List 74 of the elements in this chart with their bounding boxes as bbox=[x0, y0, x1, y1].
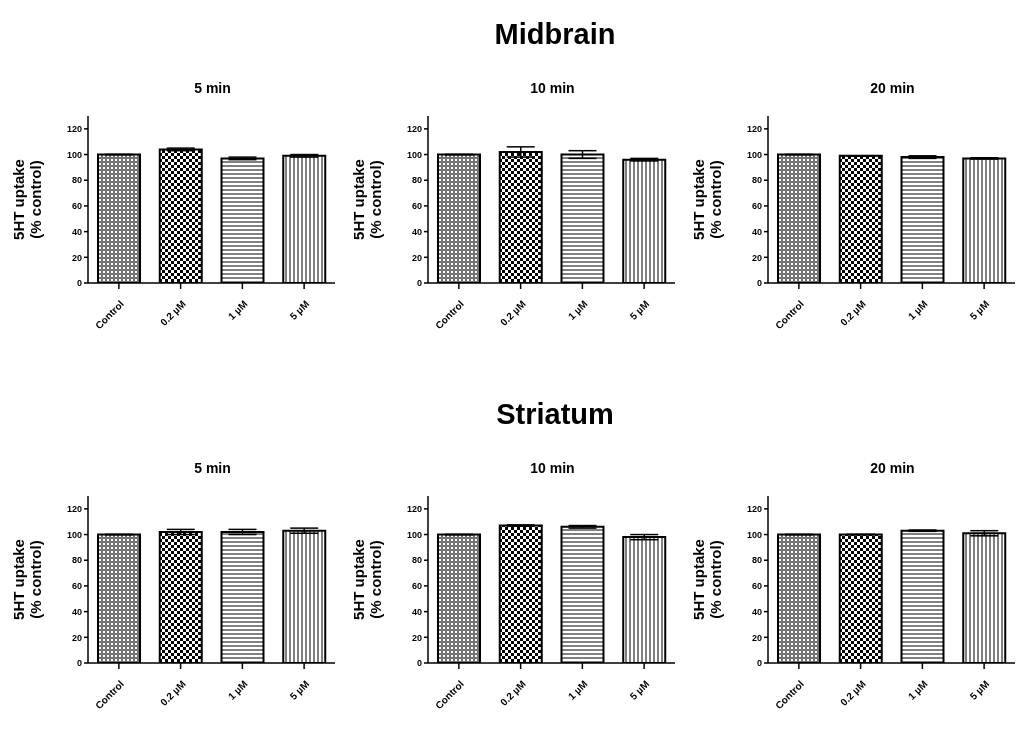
y-tick-label: 20 bbox=[411, 252, 422, 263]
y-tick-label: 120 bbox=[66, 504, 82, 515]
x-tick-label: 0.2 µM bbox=[838, 298, 868, 328]
y-tick-label: 80 bbox=[751, 555, 762, 566]
y-tick-label: 0 bbox=[756, 278, 762, 289]
y-tick-label: 80 bbox=[751, 175, 762, 186]
y-tick-label: 40 bbox=[751, 226, 762, 237]
x-tick-label: 1 µM bbox=[565, 298, 590, 322]
y-tick-label: 80 bbox=[411, 555, 422, 566]
chart-title: 5 min bbox=[193, 460, 232, 478]
x-tick-label: 0.2 µM bbox=[838, 678, 868, 708]
x-tick-label: 5 µM bbox=[967, 678, 992, 702]
y-tick-label: 120 bbox=[746, 504, 762, 515]
y-tick-label: 60 bbox=[751, 201, 762, 212]
y-tick-label: 100 bbox=[746, 529, 762, 540]
y-tick-label: 120 bbox=[66, 124, 82, 135]
x-tick-label: 0.2 µM bbox=[498, 298, 528, 328]
y-tick-label: 80 bbox=[71, 555, 82, 566]
y-tick-label: 20 bbox=[71, 632, 82, 643]
x-tick-label: 1 µM bbox=[565, 678, 590, 702]
chart-title: 10 min bbox=[529, 460, 576, 478]
chart-title: 20 min bbox=[869, 80, 916, 98]
y-tick-label: 20 bbox=[411, 632, 422, 643]
x-tick-label: 1 µM bbox=[225, 298, 250, 322]
text: Striatum bbox=[495, 398, 615, 431]
y-tick-label: 120 bbox=[746, 124, 762, 135]
y-tick-label: 40 bbox=[71, 606, 82, 617]
y-tick-label: 20 bbox=[751, 252, 762, 263]
x-tick-label: 5 µM bbox=[627, 298, 652, 322]
y-tick-label: 100 bbox=[406, 529, 422, 540]
y-axis-title: 5HT uptake (% control) bbox=[690, 159, 724, 240]
x-tick-label: 5 µM bbox=[287, 678, 312, 702]
y-axis-title: 5HT uptake (% control) bbox=[690, 539, 724, 620]
x-tick-label: 5 µM bbox=[967, 298, 992, 322]
y-tick-label: 60 bbox=[751, 581, 762, 592]
y-tick-label: 40 bbox=[411, 226, 422, 237]
y-tick-label: 120 bbox=[406, 124, 422, 135]
x-tick-label: 1 µM bbox=[905, 298, 930, 322]
y-tick-label: 80 bbox=[71, 175, 82, 186]
y-tick-label: 80 bbox=[411, 175, 422, 186]
x-tick-label: 5 µM bbox=[287, 298, 312, 322]
y-tick-label: 120 bbox=[406, 504, 422, 515]
y-axis-title: 5HT uptake (% control) bbox=[10, 159, 44, 240]
text: Midbrain bbox=[493, 18, 617, 51]
x-tick-label: 1 µM bbox=[225, 678, 250, 702]
chart-title: 5 min bbox=[193, 80, 232, 98]
y-tick-label: 20 bbox=[751, 632, 762, 643]
chart-title: 10 min bbox=[529, 80, 576, 98]
y-tick-label: 100 bbox=[746, 149, 762, 160]
y-tick-label: 0 bbox=[76, 658, 82, 669]
y-axis-title: 5HT uptake (% control) bbox=[350, 539, 384, 620]
x-tick-label: 0.2 µM bbox=[498, 678, 528, 708]
y-tick-label: 60 bbox=[411, 201, 422, 212]
y-tick-label: 0 bbox=[416, 658, 422, 669]
chart-title: 20 min bbox=[869, 460, 916, 478]
x-tick-label: 1 µM bbox=[905, 678, 930, 702]
y-tick-label: 100 bbox=[406, 149, 422, 160]
y-tick-label: 40 bbox=[411, 606, 422, 617]
y-tick-label: 100 bbox=[66, 529, 82, 540]
y-tick-label: 60 bbox=[411, 581, 422, 592]
y-tick-label: 20 bbox=[71, 252, 82, 263]
y-tick-label: 60 bbox=[71, 201, 82, 212]
y-tick-label: 0 bbox=[416, 278, 422, 289]
x-tick-label: 0.2 µM bbox=[158, 298, 188, 328]
y-tick-label: 60 bbox=[71, 581, 82, 592]
y-tick-label: 100 bbox=[66, 149, 82, 160]
x-tick-label: 5 µM bbox=[627, 678, 652, 702]
y-tick-label: 40 bbox=[751, 606, 762, 617]
y-axis-title: 5HT uptake (% control) bbox=[350, 159, 384, 240]
y-tick-label: 40 bbox=[71, 226, 82, 237]
y-axis-title: 5HT uptake (% control) bbox=[10, 539, 44, 620]
y-tick-label: 0 bbox=[76, 278, 82, 289]
y-tick-label: 0 bbox=[756, 658, 762, 669]
x-tick-label: 0.2 µM bbox=[158, 678, 188, 708]
